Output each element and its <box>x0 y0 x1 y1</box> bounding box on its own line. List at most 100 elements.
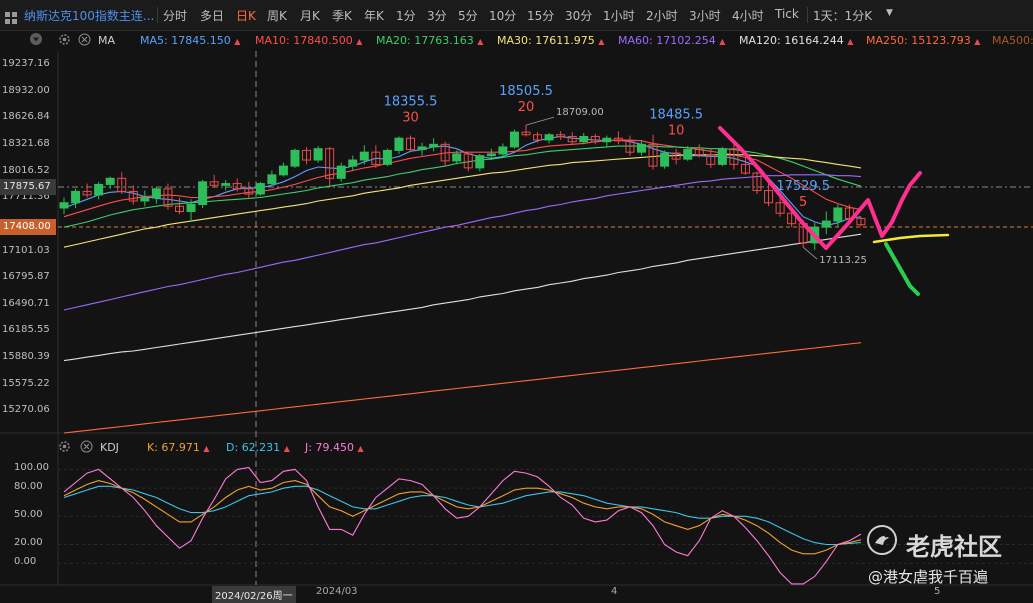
tab-weekly-k[interactable]: 周K <box>267 9 287 23</box>
tab-5min[interactable]: 5分 <box>458 9 478 23</box>
price-tick-label: 15270.06 <box>2 404 50 416</box>
candle-body <box>348 159 358 167</box>
tab-4hour[interactable]: 4小时 <box>732 9 764 23</box>
kdj-lines <box>63 466 862 585</box>
instrument-title[interactable]: 纳斯达克100指数主连... <box>24 9 155 23</box>
settings-icon[interactable] <box>58 440 71 456</box>
candle-body <box>186 203 196 212</box>
candle-body <box>221 183 231 186</box>
candle <box>521 125 531 137</box>
period-label: 5 <box>799 195 807 210</box>
candle-body <box>706 154 716 165</box>
candle <box>429 138 439 152</box>
candle <box>198 180 208 208</box>
green-projection <box>884 242 920 296</box>
tab-yearly-k[interactable]: 年K <box>364 9 384 23</box>
price-tick-label: 15880.39 <box>2 350 50 362</box>
candle-body <box>406 137 415 151</box>
close-icon[interactable] <box>80 440 93 456</box>
candle-body <box>602 137 612 143</box>
candle-body <box>764 190 774 204</box>
current-price-tag: 17408.00 <box>0 219 56 235</box>
candle-body <box>302 149 312 161</box>
candle <box>764 183 774 207</box>
time-label-march: 2024/03 <box>316 586 358 597</box>
candle <box>221 180 231 191</box>
tab-tick[interactable]: Tick <box>775 7 799 21</box>
candle <box>567 132 577 146</box>
candle <box>313 146 323 163</box>
candle-body <box>117 177 127 192</box>
candle-body <box>255 183 265 195</box>
tab-3hour[interactable]: 3小时 <box>689 9 721 23</box>
grid-menu-icon[interactable] <box>5 9 17 24</box>
ma-label: MA <box>98 34 116 47</box>
candle-body <box>278 165 288 176</box>
kdj-k-value: K: 67.971 ▲ <box>147 441 210 454</box>
candle-body <box>198 181 208 205</box>
candle <box>371 145 381 168</box>
candle-body <box>175 205 184 212</box>
candle-body <box>625 140 635 153</box>
collapse-icon[interactable] <box>30 33 42 48</box>
price-tick-label: 16795.87 <box>2 271 50 283</box>
candle-body <box>660 152 670 167</box>
tab-intraday[interactable]: 分时 <box>163 9 188 23</box>
tab-daily-k[interactable]: 日K <box>236 9 256 23</box>
watermark-brand: 老虎社区 <box>906 533 1002 561</box>
price-tick-label: 18626.84 <box>2 111 50 123</box>
tab-2hour[interactable]: 2小时 <box>646 9 678 23</box>
tab-30min[interactable]: 30分 <box>565 9 593 23</box>
tab-multi-day[interactable]: 多日 <box>200 9 225 23</box>
tab-quarterly-k[interactable]: 季K <box>332 9 352 23</box>
ma20-line <box>63 145 862 228</box>
tab-15min[interactable]: 15分 <box>527 9 555 23</box>
candle-body <box>382 149 392 165</box>
price-tick-label: 18016.52 <box>2 164 50 176</box>
high-price-label: 17529.5 <box>776 179 830 194</box>
candle-body <box>648 143 658 167</box>
candle <box>637 139 646 156</box>
candle <box>105 176 115 189</box>
tab-monthly-k[interactable]: 月K <box>300 9 320 23</box>
tab-3min[interactable]: 3分 <box>427 9 447 23</box>
candle <box>856 216 866 227</box>
candle <box>509 129 519 149</box>
kdj-grid <box>58 468 1033 564</box>
kdj-tick-label: 80.00 <box>14 481 43 493</box>
candle <box>278 162 288 177</box>
time-label-may: 5 <box>934 586 941 597</box>
price-tick-label: 19237.16 <box>2 58 50 70</box>
candle <box>267 170 277 186</box>
low-price-label: 17113.25 <box>819 255 867 266</box>
candle <box>602 135 612 147</box>
candle-body <box>267 174 277 185</box>
candle <box>556 131 566 140</box>
tab-1min[interactable]: 1分 <box>396 9 416 23</box>
candle-body <box>509 131 519 148</box>
period-selector[interactable]: 1天：1分K <box>813 9 873 23</box>
candle-body <box>417 146 427 151</box>
kdj-d-value: D: 62.231 ▲ <box>226 441 290 454</box>
candle <box>671 148 681 165</box>
candle <box>694 144 704 158</box>
tab-10min[interactable]: 10分 <box>489 9 517 23</box>
ma-lines <box>63 135 862 434</box>
candle <box>706 148 716 168</box>
candle-body <box>683 149 693 160</box>
candle <box>71 188 81 208</box>
settings-icon[interactable] <box>58 33 71 49</box>
peak-pointer <box>525 116 555 126</box>
candle-body <box>729 148 739 165</box>
candle <box>821 211 831 235</box>
candle <box>740 157 750 175</box>
candle-body <box>717 148 727 165</box>
candle-body <box>371 151 381 165</box>
candle <box>244 181 254 200</box>
chevron-down-icon[interactable]: ▼ <box>886 8 893 18</box>
candle <box>94 181 104 200</box>
close-icon[interactable] <box>78 33 91 49</box>
tab-1hour[interactable]: 1小时 <box>603 9 635 23</box>
candle <box>625 135 635 156</box>
